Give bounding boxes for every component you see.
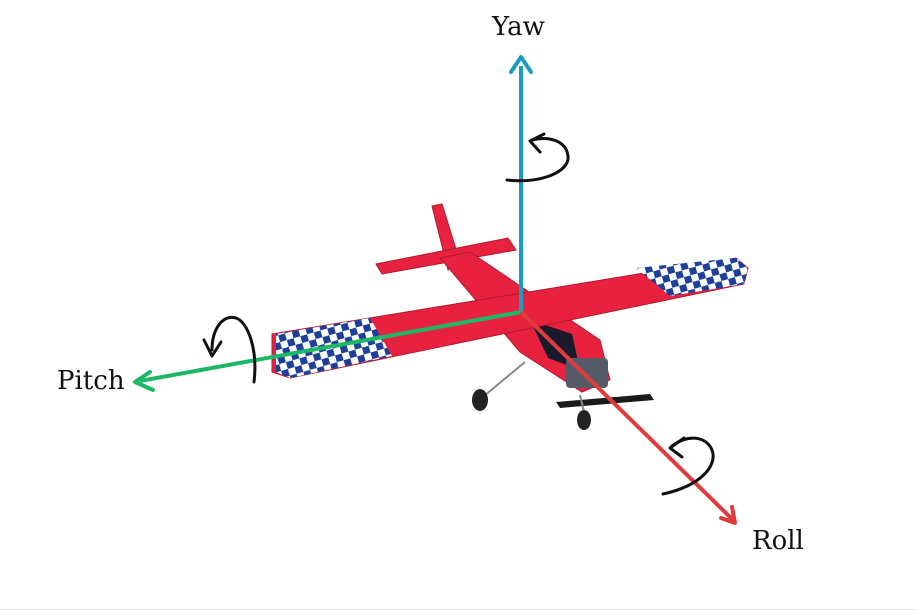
yaw-rotation-arrow bbox=[505, 132, 570, 183]
pitch-rotation-arrow bbox=[202, 315, 257, 384]
roll-arrowhead bbox=[719, 505, 737, 525]
yaw-axis bbox=[509, 55, 533, 312]
yaw-label: Yaw bbox=[492, 12, 545, 42]
landing-gear bbox=[472, 361, 591, 430]
pitch-arrowhead bbox=[133, 370, 155, 392]
airplane-illustration bbox=[271, 203, 749, 430]
roll-rotation-arrow bbox=[661, 436, 715, 496]
roll-axis bbox=[519, 310, 737, 525]
roll-label: Roll bbox=[752, 526, 804, 556]
horizontal-stabilizer bbox=[375, 237, 517, 275]
engine-propeller bbox=[556, 358, 654, 408]
pitch-axis bbox=[133, 310, 522, 392]
pitch-label: Pitch bbox=[57, 366, 125, 396]
left-wing-checker bbox=[276, 318, 392, 378]
right-wing-checker bbox=[636, 258, 748, 296]
yaw-arrowhead bbox=[509, 55, 533, 74]
